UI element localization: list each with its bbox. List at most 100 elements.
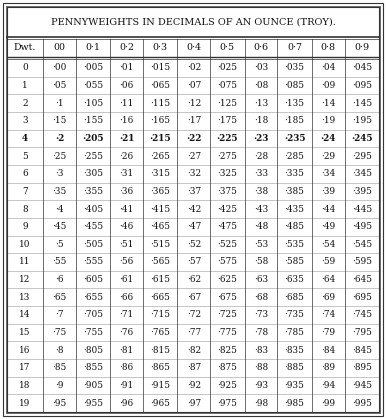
Text: ·19: ·19 bbox=[321, 116, 335, 125]
Text: ·605: ·605 bbox=[83, 275, 103, 284]
Text: ·175: ·175 bbox=[217, 116, 237, 125]
Text: ·00: ·00 bbox=[52, 63, 67, 72]
Text: ·265: ·265 bbox=[150, 152, 170, 160]
Text: ·255: ·255 bbox=[83, 152, 103, 160]
Text: ·04: ·04 bbox=[321, 63, 335, 72]
Text: 4: 4 bbox=[22, 134, 28, 143]
Text: ·275: ·275 bbox=[217, 152, 237, 160]
Text: ·83: ·83 bbox=[254, 346, 268, 355]
Text: ·315: ·315 bbox=[150, 169, 170, 178]
Text: ·215: ·215 bbox=[149, 134, 171, 143]
Text: ·95: ·95 bbox=[52, 398, 66, 408]
Text: ·715: ·715 bbox=[150, 310, 170, 319]
Text: ·63: ·63 bbox=[254, 275, 268, 284]
Text: ·365: ·365 bbox=[150, 187, 170, 196]
Text: ·7: ·7 bbox=[55, 310, 64, 319]
Text: ·84: ·84 bbox=[321, 346, 335, 355]
Text: 0·5: 0·5 bbox=[220, 44, 235, 52]
Text: ·9: ·9 bbox=[55, 381, 64, 390]
Text: 9: 9 bbox=[22, 222, 28, 231]
Text: ·805: ·805 bbox=[83, 346, 103, 355]
Text: ·795: ·795 bbox=[352, 328, 372, 337]
Text: ·515: ·515 bbox=[150, 240, 170, 249]
Text: ·435: ·435 bbox=[284, 204, 305, 214]
Text: ·705: ·705 bbox=[83, 310, 103, 319]
Text: ·055: ·055 bbox=[83, 81, 103, 90]
Text: ·395: ·395 bbox=[352, 187, 372, 196]
Text: ·205: ·205 bbox=[82, 134, 104, 143]
Text: ·675: ·675 bbox=[217, 293, 237, 302]
Text: ·05: ·05 bbox=[52, 81, 67, 90]
Text: ·075: ·075 bbox=[217, 81, 237, 90]
Text: ·74: ·74 bbox=[321, 310, 335, 319]
Text: ·825: ·825 bbox=[217, 346, 237, 355]
Text: ·87: ·87 bbox=[187, 363, 201, 372]
Text: ·925: ·925 bbox=[217, 381, 237, 390]
Text: ·855: ·855 bbox=[83, 363, 103, 372]
Text: ·67: ·67 bbox=[187, 293, 201, 302]
Text: ·17: ·17 bbox=[187, 116, 201, 125]
Text: ·22: ·22 bbox=[186, 134, 201, 143]
Text: ·985: ·985 bbox=[284, 398, 305, 408]
Text: ·29: ·29 bbox=[321, 152, 335, 160]
Text: ·655: ·655 bbox=[83, 293, 103, 302]
Text: ·575: ·575 bbox=[217, 257, 237, 266]
Text: 13: 13 bbox=[19, 293, 31, 302]
Text: ·08: ·08 bbox=[254, 81, 268, 90]
Text: ·135: ·135 bbox=[284, 98, 305, 108]
Text: ·6: ·6 bbox=[55, 275, 64, 284]
Text: ·92: ·92 bbox=[187, 381, 201, 390]
Text: 0·1: 0·1 bbox=[86, 44, 100, 52]
Text: 16: 16 bbox=[19, 346, 31, 355]
Text: ·455: ·455 bbox=[83, 222, 103, 231]
Text: ·005: ·005 bbox=[83, 63, 103, 72]
Text: ·64: ·64 bbox=[321, 275, 335, 284]
Text: ·76: ·76 bbox=[120, 328, 134, 337]
Text: 6: 6 bbox=[22, 169, 28, 178]
Text: ·045: ·045 bbox=[352, 63, 372, 72]
Text: ·24: ·24 bbox=[320, 134, 336, 143]
Text: ·15: ·15 bbox=[52, 116, 67, 125]
Text: ·955: ·955 bbox=[83, 398, 103, 408]
Text: 18: 18 bbox=[19, 381, 31, 390]
Text: ·45: ·45 bbox=[52, 222, 67, 231]
Text: ·495: ·495 bbox=[352, 222, 372, 231]
Text: ·93: ·93 bbox=[254, 381, 268, 390]
Text: ·43: ·43 bbox=[254, 204, 268, 214]
Text: 3: 3 bbox=[22, 116, 28, 125]
Text: 19: 19 bbox=[19, 398, 31, 408]
Text: ·46: ·46 bbox=[120, 222, 134, 231]
Text: ·685: ·685 bbox=[284, 293, 305, 302]
Text: ·305: ·305 bbox=[83, 169, 103, 178]
Text: ·425: ·425 bbox=[217, 204, 237, 214]
Text: 0: 0 bbox=[22, 63, 28, 72]
Text: ·225: ·225 bbox=[217, 134, 238, 143]
Text: ·42: ·42 bbox=[187, 204, 201, 214]
Text: ·47: ·47 bbox=[187, 222, 201, 231]
Text: ·775: ·775 bbox=[217, 328, 237, 337]
Text: ·78: ·78 bbox=[254, 328, 268, 337]
Text: ·31: ·31 bbox=[120, 169, 134, 178]
Text: ·875: ·875 bbox=[217, 363, 237, 372]
Text: ·865: ·865 bbox=[150, 363, 170, 372]
Text: ·77: ·77 bbox=[187, 328, 201, 337]
Text: ·725: ·725 bbox=[217, 310, 237, 319]
Text: ·52: ·52 bbox=[187, 240, 201, 249]
Text: ·96: ·96 bbox=[120, 398, 134, 408]
Text: ·33: ·33 bbox=[254, 169, 268, 178]
Text: ·085: ·085 bbox=[284, 81, 305, 90]
Text: ·3: ·3 bbox=[55, 169, 64, 178]
Text: ·995: ·995 bbox=[352, 398, 372, 408]
Text: ·54: ·54 bbox=[321, 240, 335, 249]
Text: ·545: ·545 bbox=[352, 240, 372, 249]
Text: 0·2: 0·2 bbox=[119, 44, 134, 52]
Text: ·39: ·39 bbox=[321, 187, 335, 196]
Text: ·125: ·125 bbox=[217, 98, 237, 108]
Text: ·615: ·615 bbox=[150, 275, 170, 284]
Text: ·18: ·18 bbox=[254, 116, 268, 125]
Text: ·965: ·965 bbox=[150, 398, 170, 408]
Text: ·49: ·49 bbox=[321, 222, 335, 231]
Text: ·065: ·065 bbox=[150, 81, 170, 90]
Text: ·85: ·85 bbox=[52, 363, 66, 372]
Text: 17: 17 bbox=[19, 363, 31, 372]
